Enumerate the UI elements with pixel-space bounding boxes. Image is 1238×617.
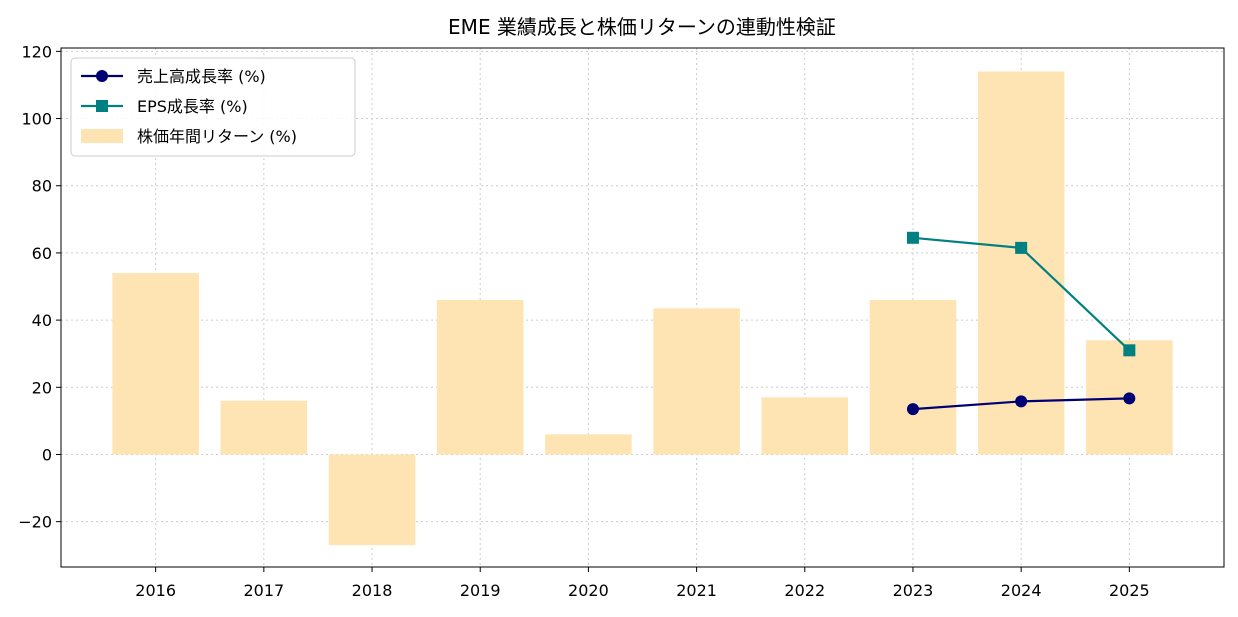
x-tick-label: 2021 (676, 581, 717, 600)
bar-2018 (328, 454, 416, 546)
y-tick-label: 80 (32, 177, 52, 196)
bar-2021 (653, 308, 740, 455)
bar-2020 (545, 434, 632, 455)
x-tick-label: 2016 (135, 581, 176, 600)
series-0-point-2025 (1123, 392, 1136, 405)
legend-label: 売上高成長率 (%) (137, 67, 266, 86)
bar-series (112, 71, 1173, 546)
legend-swatch-marker (96, 70, 108, 82)
legend-label: 株価年間リターン (%) (137, 127, 297, 146)
x-tick-label: 2023 (893, 581, 934, 600)
series-0-point-2023 (906, 403, 919, 416)
legend: 売上高成長率 (%) EPS成長率 (%) 株価年間リターン (%) (70, 57, 356, 157)
x-tick-label: 2022 (784, 581, 825, 600)
y-tick-label: 0 (42, 445, 52, 464)
x-tick-label: 2020 (568, 581, 609, 600)
chart-title: EME 業績成長と株価リターンの連動性検証 (448, 15, 836, 39)
line-series (906, 231, 1136, 416)
y-tick-label: −20 (18, 513, 52, 532)
x-tick-label: 2025 (1109, 581, 1150, 600)
y-tick-label: 20 (32, 378, 52, 397)
legend-swatch-bar (81, 129, 123, 143)
plot-frame (60, 47, 1225, 568)
legend-swatch-marker (96, 100, 108, 112)
y-tick-label: 40 (32, 311, 52, 330)
x-tick-label: 2018 (352, 581, 393, 600)
bar-2024 (977, 71, 1065, 455)
y-tick-label: 60 (32, 244, 52, 263)
bar-2017 (220, 400, 308, 455)
x-tick-label: 2024 (1001, 581, 1042, 600)
y-tick-label: 100 (21, 110, 52, 129)
series-0-point-2024 (1015, 395, 1028, 408)
series-1-point-2023 (906, 231, 919, 244)
series-1-point-2024 (1015, 241, 1028, 254)
bar-2019 (436, 299, 524, 455)
bar-2022 (761, 397, 849, 455)
legend-label: EPS成長率 (%) (137, 97, 248, 116)
bar-2023 (869, 299, 957, 455)
x-tick-label: 2019 (460, 581, 501, 600)
legend-box (70, 57, 356, 157)
axes: −20 0 20 40 60 80 100 120 2016 2017 2018 2019 2020 20… (18, 42, 1149, 600)
series-1-point-2025 (1123, 344, 1136, 357)
bar-2016 (112, 273, 199, 455)
y-tick-label: 120 (21, 42, 52, 61)
x-tick-label: 2017 (243, 581, 284, 600)
